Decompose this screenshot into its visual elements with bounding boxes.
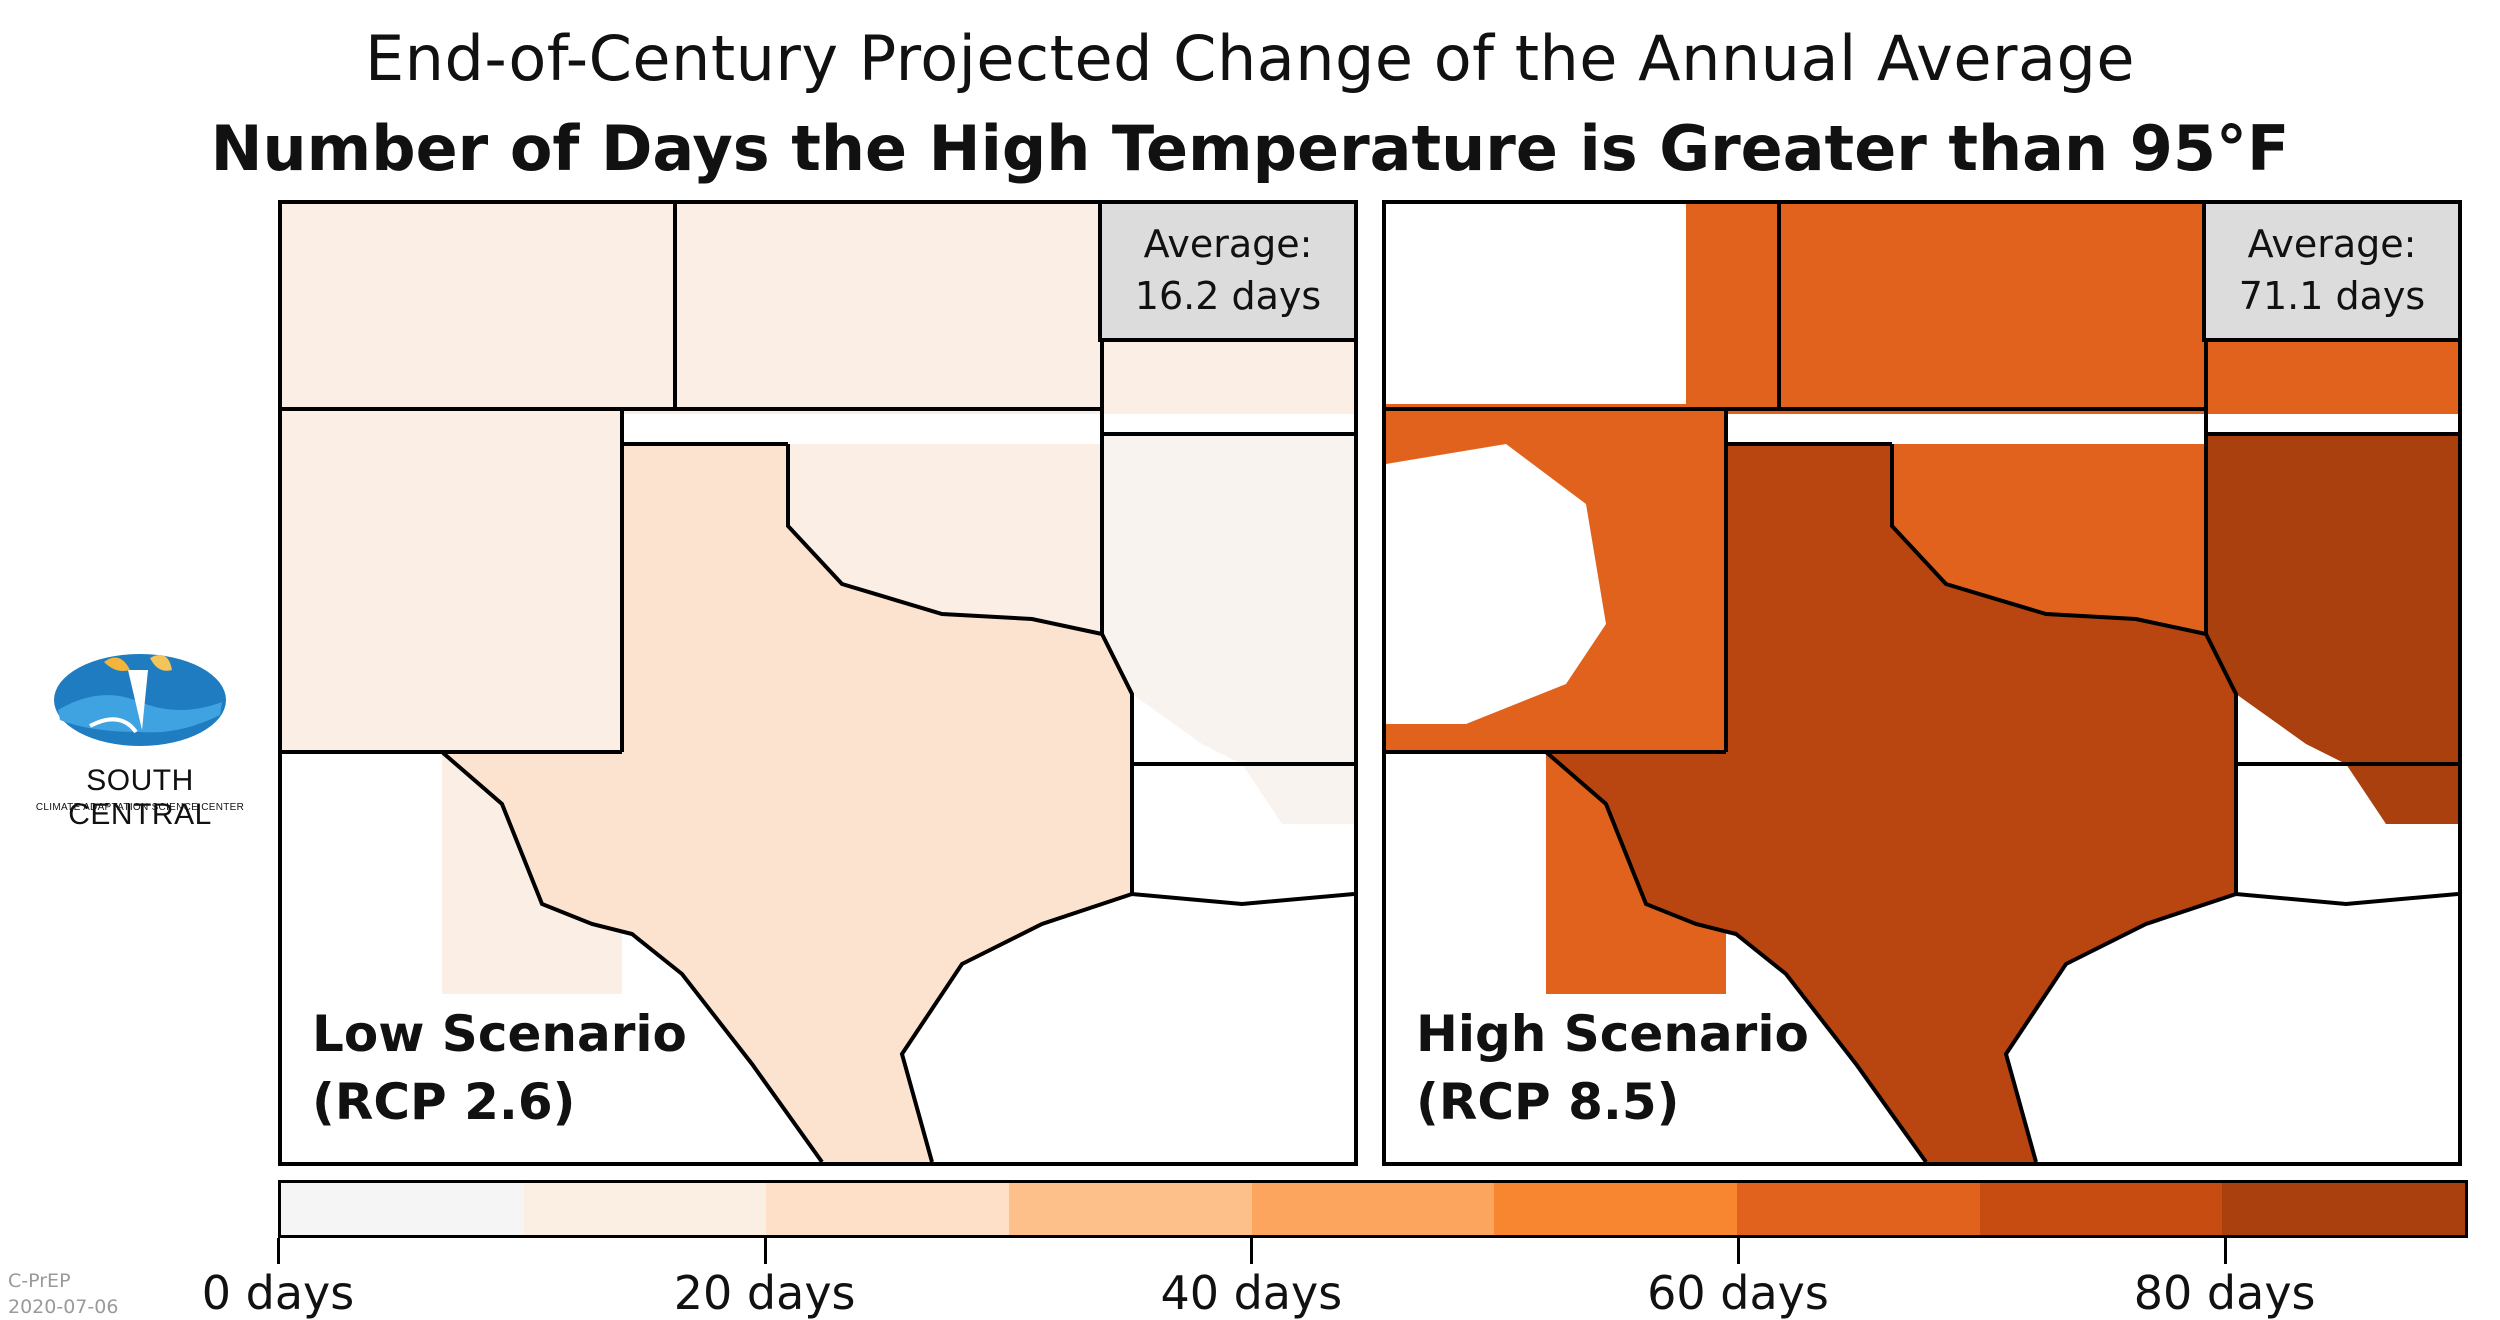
map-title: End-of-Century Projected Change of the A… (365, 22, 2135, 95)
map-subtitle: Number of Days the High Temperature is G… (210, 112, 2290, 185)
scenario-name: High Scenario (1416, 1005, 1809, 1063)
colorbar-tick (1250, 1238, 1254, 1264)
arkansas-louisiana (1102, 434, 1354, 824)
average-box: Average: 71.1 days (2202, 204, 2458, 342)
colorbar-tick (1737, 1238, 1740, 1264)
map-panel-high-scenario: Average: 71.1 days High Scenario (RCP 8.… (1382, 200, 2462, 1166)
average-label: Average: (2247, 222, 2417, 266)
colorbar-segment (1494, 1183, 1738, 1235)
map-low (282, 204, 1354, 1162)
scenario-label: Low Scenario (RCP 2.6) (312, 1000, 687, 1136)
scenario-rcp: (RCP 2.6) (312, 1073, 576, 1131)
colorbar-segment (1979, 1183, 2223, 1235)
colorbar-tick (277, 1238, 280, 1264)
logo-name: SOUTH CENTRAL (68, 764, 212, 831)
rocky-mountains-low-values (1386, 204, 1686, 404)
oklahoma (622, 444, 1102, 634)
logo-subtitle: CLIMATE ADAPTATION SCIENCE CENTER (35, 802, 245, 813)
average-label: Average: (1143, 222, 1313, 266)
scenario-name: Low Scenario (312, 1005, 687, 1063)
texas (442, 444, 1132, 1162)
colorbar-segment (1251, 1183, 1495, 1235)
texas (1546, 444, 2236, 1162)
colorbar-tick-label: 20 days (673, 1266, 856, 1320)
colorbar-segment (523, 1183, 767, 1235)
new-mexico-mountains (1386, 444, 1606, 724)
colorbar-segment (1737, 1183, 1980, 1235)
colorbar-segment (766, 1183, 1010, 1235)
map-high (1386, 204, 2458, 1162)
colorbar-tick-label: 0 days (201, 1266, 355, 1320)
average-box: Average: 16.2 days (1098, 204, 1354, 342)
source-name: C-PrEP (8, 1270, 71, 1292)
scenario-label: High Scenario (RCP 8.5) (1416, 1000, 1809, 1136)
state-borders (282, 204, 1354, 1162)
average-value: 16.2 days (1134, 274, 1322, 318)
source-date: 2020-07-06 (8, 1296, 119, 1318)
colorbar-tick-label: 40 days (1160, 1266, 1343, 1320)
colorbar-segment (1009, 1183, 1252, 1235)
colorbar-legend (278, 1180, 2468, 1238)
colorbar-tick (763, 1238, 767, 1264)
arkansas-louisiana (2206, 434, 2458, 824)
colorbar-tick (2223, 1238, 2227, 1264)
colorbar-segment (2222, 1183, 2466, 1235)
source-credit: C-PrEP 2020-07-06 (8, 1268, 118, 1320)
colorbar-tick-label: 60 days (1647, 1266, 1829, 1320)
scenario-rcp: (RCP 8.5) (1416, 1073, 1680, 1131)
map-panel-low-scenario: Average: 16.2 days Low Scenario (RCP 2.6… (278, 200, 1358, 1166)
colorbar-segment (281, 1183, 524, 1235)
average-value: 71.1 days (2238, 274, 2426, 318)
logo-icon (54, 654, 226, 746)
colorbar-tick-label: 80 days (2133, 1266, 2316, 1320)
oklahoma (1726, 444, 2206, 634)
